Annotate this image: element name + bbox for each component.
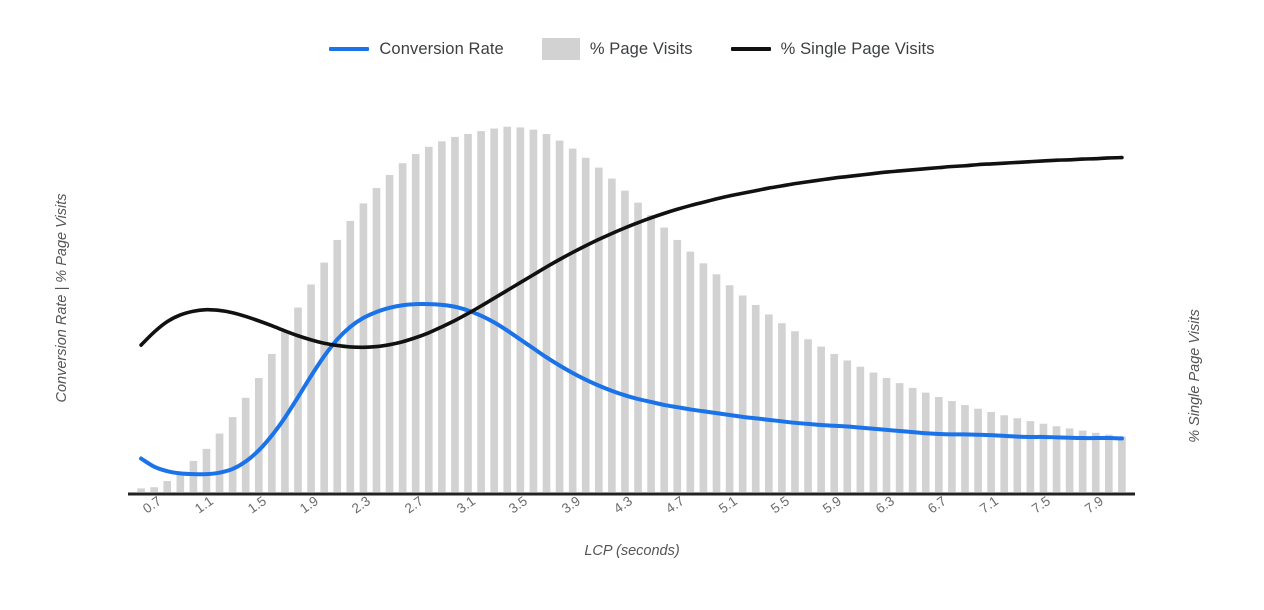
bar bbox=[150, 487, 158, 492]
bar bbox=[1105, 434, 1113, 492]
bar bbox=[830, 353, 839, 492]
bar bbox=[477, 131, 485, 492]
bar bbox=[738, 295, 747, 492]
bar bbox=[320, 262, 328, 492]
bar bbox=[163, 481, 172, 492]
bar bbox=[895, 383, 904, 492]
legend-swatch-line-conversion-rate bbox=[329, 47, 370, 51]
bar bbox=[908, 387, 917, 492]
bar bbox=[608, 178, 616, 492]
bar bbox=[189, 460, 198, 492]
bar bbox=[568, 148, 577, 493]
bar bbox=[1039, 423, 1048, 492]
bar bbox=[921, 392, 930, 492]
bar bbox=[1118, 436, 1126, 492]
bar bbox=[594, 167, 603, 493]
bar bbox=[660, 227, 669, 492]
bar bbox=[411, 154, 420, 492]
legend-item-page-visits[interactable]: % Page Visits bbox=[541, 38, 693, 60]
bar bbox=[634, 202, 642, 492]
bar bbox=[712, 274, 721, 492]
bar bbox=[268, 353, 276, 492]
legend-label-single-page-visits: % Single Page Visits bbox=[780, 39, 935, 58]
bar bbox=[372, 188, 381, 492]
bar bbox=[882, 378, 891, 492]
legend-label-conversion-rate: Conversion Rate bbox=[379, 39, 504, 58]
bar bbox=[176, 471, 185, 492]
bar bbox=[1091, 432, 1100, 492]
bar bbox=[1052, 426, 1061, 492]
bar bbox=[1026, 421, 1035, 492]
bar bbox=[1065, 428, 1074, 492]
legend-label-page-visits: % Page Visits bbox=[589, 39, 693, 58]
bar bbox=[215, 433, 224, 492]
bar bbox=[751, 304, 760, 492]
bar bbox=[686, 251, 695, 492]
bar bbox=[725, 285, 734, 492]
bar bbox=[137, 488, 145, 492]
legend-swatch-line-single-page-visits bbox=[730, 47, 771, 51]
bar bbox=[307, 284, 315, 492]
bar bbox=[451, 136, 459, 493]
bar bbox=[869, 372, 878, 492]
bar bbox=[1013, 418, 1022, 492]
chart-legend: Conversion Rate % Page Visits % Single P… bbox=[0, 38, 1264, 60]
bar bbox=[529, 129, 538, 492]
legend-item-conversion-rate[interactable]: Conversion Rate bbox=[329, 39, 504, 59]
bar bbox=[974, 408, 982, 492]
bar-series-page-visits bbox=[137, 126, 1126, 493]
bar bbox=[961, 405, 969, 492]
bar bbox=[804, 339, 812, 492]
bar bbox=[346, 220, 355, 492]
bar bbox=[791, 331, 799, 492]
bar bbox=[647, 215, 655, 492]
bar bbox=[555, 140, 564, 492]
bar bbox=[542, 134, 551, 492]
bar bbox=[281, 330, 289, 492]
bar bbox=[385, 174, 394, 493]
bar bbox=[673, 239, 682, 492]
bar bbox=[241, 397, 250, 492]
bar bbox=[1000, 415, 1009, 492]
bar bbox=[948, 401, 956, 492]
bar bbox=[621, 190, 629, 492]
bar bbox=[398, 163, 407, 493]
line-series-single-page-visits bbox=[139, 155, 1124, 350]
bar bbox=[987, 412, 995, 492]
bar bbox=[254, 378, 263, 492]
bar bbox=[202, 448, 211, 492]
bar bbox=[778, 323, 786, 492]
bar bbox=[817, 346, 825, 492]
bar bbox=[935, 397, 943, 492]
bar bbox=[765, 314, 773, 492]
legend-item-single-page-visits[interactable]: % Single Page Visits bbox=[730, 39, 935, 59]
bar bbox=[581, 157, 590, 492]
bar bbox=[333, 239, 342, 492]
legend-swatch-box-page-visits bbox=[541, 38, 580, 60]
bar bbox=[1078, 430, 1087, 492]
line-series-conversion-rate bbox=[139, 302, 1124, 477]
x-axis-title: LCP (seconds) bbox=[584, 543, 680, 559]
bar bbox=[228, 417, 237, 492]
bar bbox=[516, 127, 525, 493]
bar bbox=[699, 263, 708, 492]
bar bbox=[503, 126, 512, 492]
bar bbox=[490, 128, 498, 492]
bar bbox=[424, 146, 433, 493]
bar bbox=[438, 141, 446, 492]
